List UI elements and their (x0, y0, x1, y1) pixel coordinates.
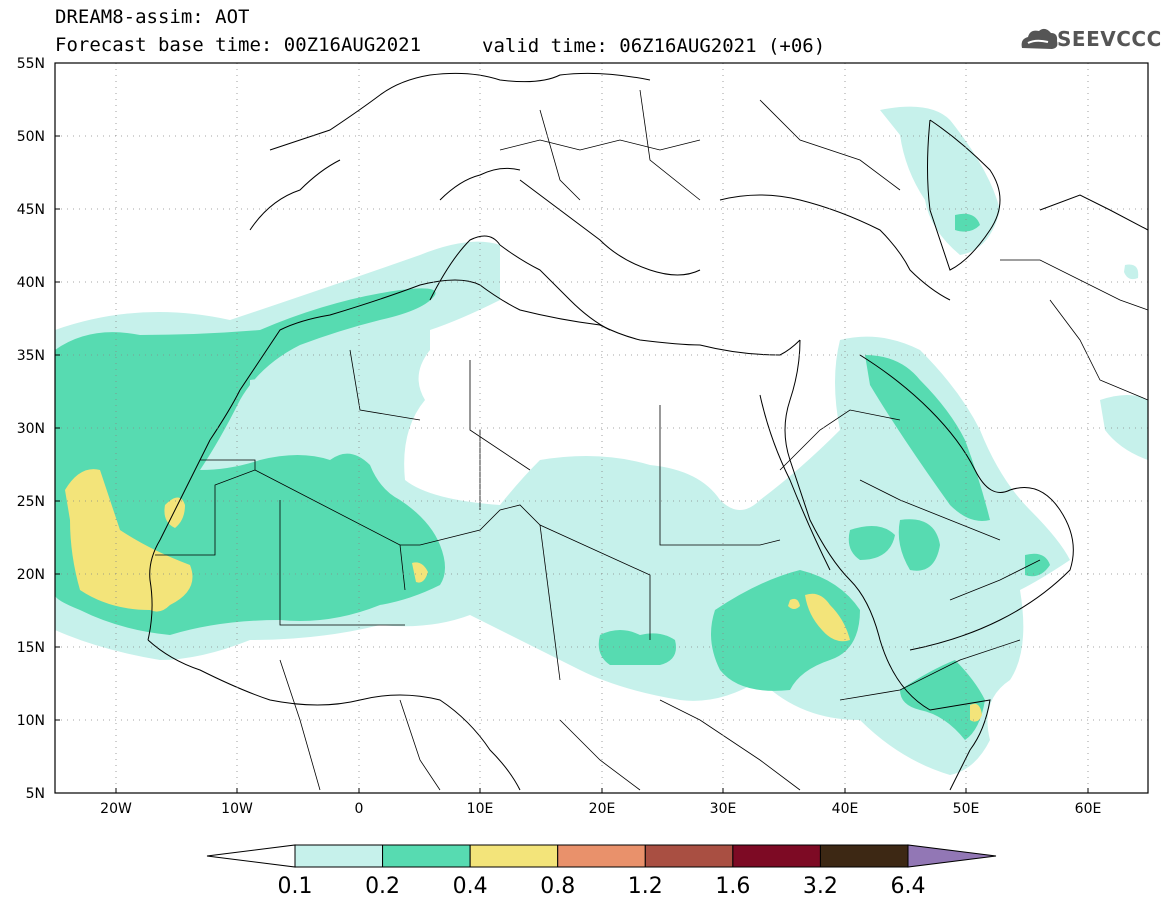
lon-label: 30E (710, 801, 737, 817)
colorbar-segment (294, 844, 384, 868)
lat-label: 45N (17, 202, 45, 218)
aot-level-0-1 (55, 106, 1148, 775)
lon-label: 10W (221, 801, 253, 817)
colorbar-segment (557, 844, 646, 868)
lat-label: 15N (17, 640, 45, 656)
lon-label: 20W (100, 801, 132, 817)
colorbar-segment (469, 844, 559, 868)
colorbar (206, 844, 997, 868)
colorbar-label: 0.2 (365, 874, 400, 899)
colorbar-segment (907, 844, 997, 868)
colorbar-label: 6.4 (891, 874, 926, 899)
lon-labels: 20W 10W 0 10E 20E 30E 40E 50E 60E (100, 801, 1101, 817)
colorbar-label: 0.4 (453, 874, 488, 899)
colorbar-segment (819, 844, 909, 868)
lon-label: 50E (953, 801, 980, 817)
colorbar-segment (382, 844, 471, 868)
colorbar-label: 1.6 (715, 874, 750, 899)
colorbar-labels: 0.1 0.2 0.4 0.8 1.2 1.6 3.2 6.4 (278, 874, 926, 899)
lon-label: 60E (1075, 801, 1102, 817)
lon-label: 40E (832, 801, 859, 817)
forecast-base-time: Forecast base time: 00Z16AUG2021 (55, 34, 422, 56)
lon-label: 20E (589, 801, 616, 817)
lat-label: 20N (17, 567, 45, 583)
aot-shading (55, 106, 1148, 775)
lon-label: 0 (355, 801, 364, 817)
valid-time: valid time: 06Z16AUG2021 (+06) (482, 35, 826, 57)
cloud-icon (1021, 28, 1058, 49)
lat-label: 25N (17, 494, 45, 510)
colorbar-segment (732, 844, 821, 868)
axis-ticks (55, 62, 1089, 794)
lat-label: 35N (17, 348, 45, 364)
lat-label: 10N (17, 713, 45, 729)
grid-lines (55, 63, 1148, 793)
lat-label: 55N (17, 56, 45, 72)
lat-label: 50N (17, 129, 45, 145)
colorbar-label: 0.8 (540, 874, 575, 899)
lat-label: 5N (26, 786, 45, 802)
colorbar-segment (644, 844, 734, 868)
lat-labels: 55N 50N 45N 40N 35N 30N 25N 20N 15N 10N … (17, 56, 45, 802)
map-title: DREAM8-assim: AOT (55, 6, 250, 28)
colorbar-label: 3.2 (803, 874, 838, 899)
lat-label: 30N (17, 421, 45, 437)
colorbar-segment (206, 844, 296, 868)
coastlines (147, 72, 1148, 791)
colorbar-label: 1.2 (628, 874, 663, 899)
lat-label: 40N (17, 275, 45, 291)
lon-label: 10E (467, 801, 494, 817)
logo-text: SEEVCCC (1057, 27, 1162, 51)
colorbar-label: 0.1 (278, 874, 313, 899)
